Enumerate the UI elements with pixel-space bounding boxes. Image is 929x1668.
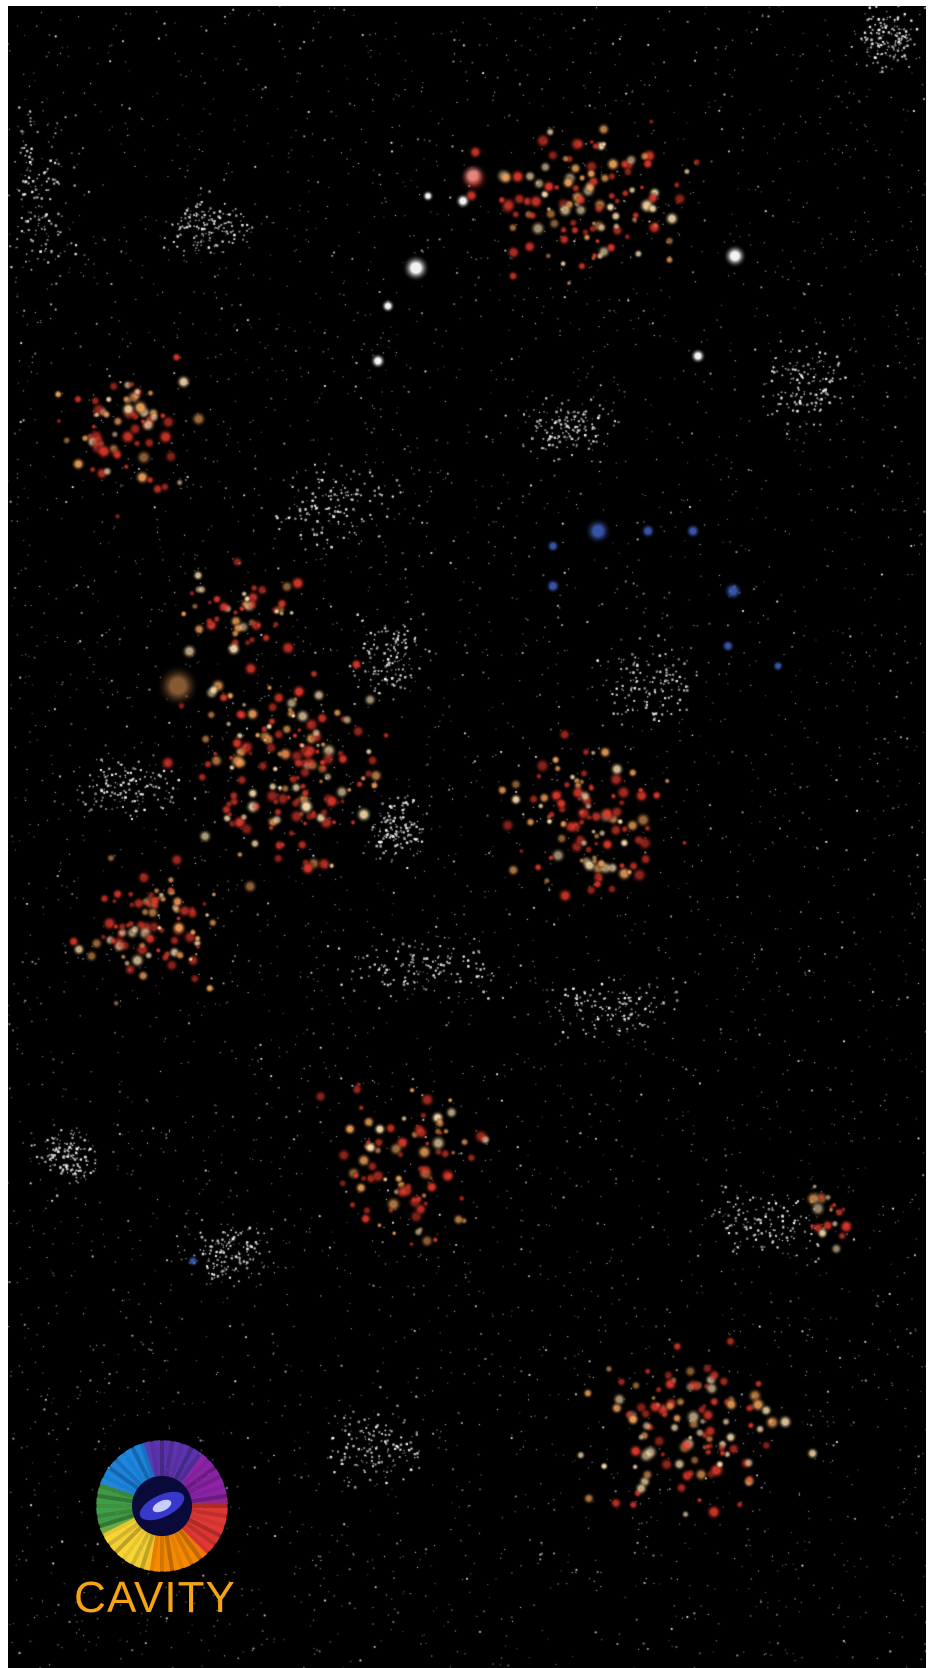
logo-text: CAVITY [74, 1573, 236, 1622]
galaxy-sky-map [8, 6, 926, 1668]
rainbow-ring-galaxy-icon [92, 1436, 232, 1576]
sky-image-frame: CAVITY [8, 6, 926, 1668]
cavity-logo: CAVITY [60, 1436, 250, 1636]
